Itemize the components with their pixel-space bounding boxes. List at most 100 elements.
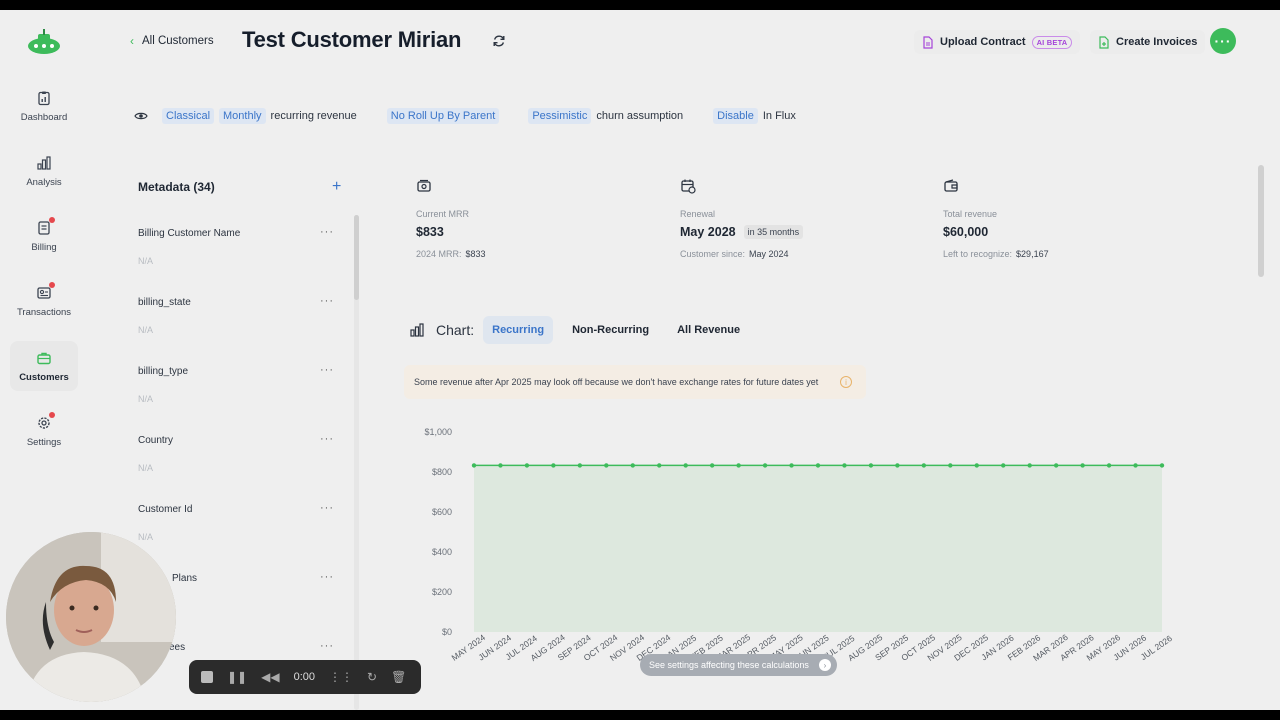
create-invoices-button[interactable]: Create Invoices <box>1090 30 1206 54</box>
field-menu-button[interactable]: ··· <box>320 295 334 307</box>
data-point <box>551 463 556 468</box>
pause-icon[interactable]: ❚❚ <box>227 670 248 684</box>
chevron-left-icon: ‹ <box>130 34 134 48</box>
recording-controls: ❚❚ ◀◀ 0:00 ⋮⋮ ↻ 🗑 <box>189 660 421 694</box>
eye-icon[interactable] <box>134 109 148 123</box>
chart-tabs: Chart: Recurring Non-Recurring All Reven… <box>410 316 759 344</box>
more-options-button[interactable]: ··· <box>1210 28 1236 54</box>
field-menu-button[interactable]: ··· <box>320 226 334 238</box>
warning-text: Some revenue after Apr 2025 may look off… <box>414 377 819 387</box>
exchange-rate-warning: Some revenue after Apr 2025 may look off… <box>404 365 866 399</box>
sidebar-item-analysis[interactable]: Analysis <box>10 146 78 196</box>
kpi-subtext: 2024 MRR: $833 <box>416 249 486 259</box>
refresh-icon[interactable] <box>492 34 506 48</box>
notification-dot <box>49 216 55 223</box>
y-tick-label: $1,000 <box>424 427 452 437</box>
sidebar-item-settings[interactable]: Settings <box>10 406 78 456</box>
metadata-field-name: Customer Id <box>138 504 193 515</box>
data-point <box>895 463 900 468</box>
metadata-field-name: yees <box>164 642 186 653</box>
gear-icon <box>36 411 55 431</box>
create-invoices-label: Create Invoices <box>1116 36 1198 48</box>
total-revenue-card: Total revenue $60,000 Left to recognize:… <box>943 178 1183 259</box>
metadata-scroll-track <box>354 215 359 710</box>
back-to-all-customers-link[interactable]: ‹ All Customers <box>130 34 214 48</box>
data-point <box>1001 463 1006 468</box>
metadata-field-name: Plans <box>172 573 198 584</box>
list-item: Plans ··· <box>138 571 334 584</box>
wallet-icon <box>417 179 431 192</box>
logo-icon <box>28 29 60 54</box>
tab-recurring[interactable]: Recurring <box>483 316 554 344</box>
presenter-image <box>6 532 176 702</box>
field-menu-button[interactable]: ··· <box>320 571 334 583</box>
list-item: Customer Id N/A ··· <box>138 502 334 542</box>
roll-up-toggle[interactable]: No Roll Up By Parent <box>386 108 500 124</box>
kpi-label: Renewal <box>680 209 716 219</box>
data-point <box>815 463 821 468</box>
sidebar-item-transactions[interactable]: Transactions <box>10 276 78 326</box>
info-icon[interactable]: i <box>840 376 852 388</box>
monthly-toggle[interactable]: Monthly <box>219 108 266 124</box>
list-item: Country N/A ··· <box>138 433 334 473</box>
metadata-field-value: N/A <box>138 394 154 404</box>
data-point <box>630 463 635 468</box>
data-point <box>604 463 609 468</box>
data-point <box>577 463 583 468</box>
field-menu-button[interactable]: ··· <box>320 502 334 514</box>
trash-icon[interactable]: 🗑 <box>391 670 407 684</box>
metadata-field-value: N/A <box>138 532 154 542</box>
data-point <box>762 463 768 468</box>
sidebar-item-dashboard[interactable]: Dashboard <box>10 81 78 131</box>
sidebar-item-label: Settings <box>26 436 62 448</box>
pessimistic-toggle[interactable]: Pessimistic <box>528 108 592 124</box>
tab-non-recurring[interactable]: Non-Recurring <box>572 324 650 336</box>
see-settings-pill[interactable]: See settings affecting these calculation… <box>640 654 837 676</box>
kpi-label: Current MRR <box>416 209 470 219</box>
app-window: Dashboard Analysis Billing Transactions … <box>0 10 1280 710</box>
stop-icon[interactable] <box>201 671 213 683</box>
page-title: Test Customer Mirian <box>242 27 462 52</box>
sidebar-item-customers[interactable]: Customers <box>10 341 78 391</box>
data-point <box>789 463 794 468</box>
data-point <box>1106 463 1112 468</box>
metadata-field-name: billing_state <box>138 297 191 308</box>
churn-assumption-label: churn assumption <box>596 110 684 122</box>
y-tick-label: $800 <box>432 467 452 477</box>
data-point <box>868 463 874 468</box>
kpi-value: $60,000 <box>943 225 989 239</box>
rewind-icon[interactable]: ◀◀ <box>261 670 280 684</box>
sidebar-item-billing[interactable]: Billing <box>10 211 78 261</box>
metadata-title: Metadata (34) <box>138 180 215 194</box>
add-metadata-button[interactable]: + <box>332 178 342 195</box>
disable-toggle[interactable]: Disable <box>713 108 758 124</box>
calendar-icon <box>681 179 696 194</box>
revenue-settings-row: Classical Monthly recurring revenue No R… <box>134 106 826 126</box>
tab-all-revenue[interactable]: All Revenue <box>677 324 741 336</box>
classical-toggle[interactable]: Classical <box>162 108 215 124</box>
revenue-area <box>474 465 1162 632</box>
y-tick-label: $200 <box>432 587 452 597</box>
list-item: yees ··· <box>138 640 334 653</box>
metadata-scrollbar[interactable] <box>354 215 359 300</box>
field-menu-button[interactable]: ··· <box>320 640 334 652</box>
data-point <box>974 463 979 468</box>
y-tick-label: $400 <box>432 547 452 557</box>
current-mrr-card: Current MRR $833 2024 MRR: $833 <box>416 178 656 259</box>
field-menu-button[interactable]: ··· <box>320 433 334 445</box>
page-scrollbar[interactable] <box>1258 165 1264 277</box>
upload-contract-button[interactable]: Upload Contract AI BETA <box>914 30 1081 54</box>
data-point <box>524 463 530 468</box>
data-point <box>842 463 847 468</box>
bar-chart-icon <box>36 155 52 171</box>
sidebar: Dashboard Analysis Billing Transactions … <box>0 10 88 710</box>
metadata-field-value: N/A <box>138 256 154 266</box>
kpi-subtext: Customer since: May 2024 <box>680 249 789 259</box>
restart-icon[interactable]: ↻ <box>367 670 378 684</box>
grid-icon[interactable]: ⋮⋮ <box>329 670 353 684</box>
y-tick-label: $0 <box>442 627 452 637</box>
clipboard-icon <box>36 90 52 106</box>
field-menu-button[interactable]: ··· <box>320 364 334 376</box>
data-point <box>736 463 741 468</box>
